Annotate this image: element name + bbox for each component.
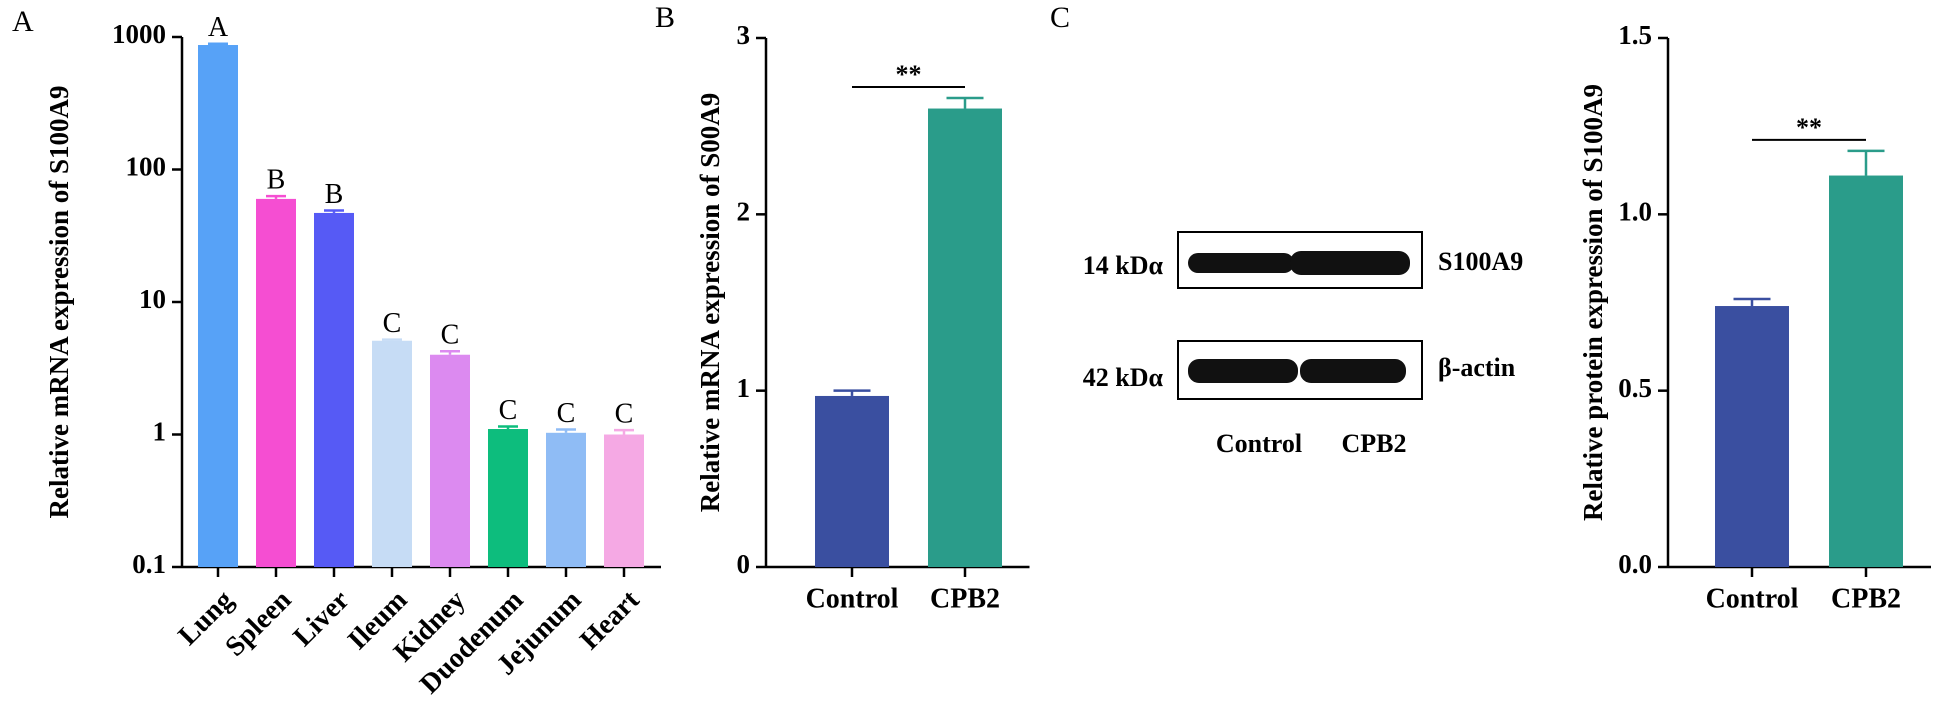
group-letter: C xyxy=(441,320,460,351)
y-axis-label: Relative protein expression of S100A9 xyxy=(1578,84,1608,521)
x-tick-label: Heart xyxy=(574,584,646,656)
bar xyxy=(314,212,354,568)
y-tick-label: 10 xyxy=(139,284,166,314)
group-letter: C xyxy=(383,308,402,339)
y-axis-label: Relative mRNA expression of S100A9 xyxy=(44,86,74,519)
blot-band xyxy=(1188,359,1298,383)
y-tick-label: 1000 xyxy=(112,19,166,49)
blot-lane: Control xyxy=(1216,429,1302,458)
y-tick-label: 3 xyxy=(737,20,751,50)
western-blot: 14 kDα 42 kDα S100A9 β-actin Control CPB… xyxy=(1083,231,1523,458)
bar xyxy=(256,198,296,567)
bar xyxy=(488,429,528,567)
bar xyxy=(604,434,644,567)
bar xyxy=(815,395,889,567)
bar xyxy=(928,108,1002,568)
y-tick-label: 1 xyxy=(737,373,751,403)
x-tick-label: Control xyxy=(1706,583,1799,614)
blot-protein: S100A9 xyxy=(1438,247,1523,276)
bar xyxy=(1715,306,1789,567)
bar xyxy=(198,45,238,568)
panel-label: C xyxy=(1050,1,1070,34)
panel-label: A xyxy=(12,5,34,38)
x-tick-label: CPB2 xyxy=(930,583,1000,614)
blot-protein: β-actin xyxy=(1438,353,1516,382)
x-tick-label: CPB2 xyxy=(1831,583,1901,614)
y-tick-label: 1.5 xyxy=(1618,20,1652,50)
significance-label: ** xyxy=(1796,113,1822,142)
y-tick-label: 0.0 xyxy=(1618,549,1652,579)
y-tick-label: 0.5 xyxy=(1618,373,1652,403)
bar xyxy=(546,432,586,567)
x-tick-label: Liver xyxy=(287,585,355,653)
y-tick-label: 1.0 xyxy=(1618,197,1652,227)
y-tick-label: 0 xyxy=(737,549,751,579)
y-tick-label: 100 xyxy=(126,152,167,182)
y-tick-label: 0.1 xyxy=(132,549,166,579)
x-tick-label: Spleen xyxy=(219,584,297,662)
blot-size: 42 kDα xyxy=(1083,363,1164,392)
panel-label: B xyxy=(655,1,675,34)
bar xyxy=(372,340,412,567)
group-letter: C xyxy=(557,398,576,429)
y-axis-label: Relative mRNA expression of S00A9 xyxy=(695,93,725,512)
bar xyxy=(1829,175,1903,568)
significance-label: ** xyxy=(896,60,922,89)
group-letter: C xyxy=(615,398,634,429)
blot-band xyxy=(1188,253,1294,273)
group-letter: B xyxy=(325,179,344,210)
x-tick-label: Control xyxy=(806,583,899,614)
blot-size: 14 kDα xyxy=(1083,251,1164,280)
blot-lane: CPB2 xyxy=(1342,429,1407,458)
y-tick-label: 1 xyxy=(153,417,167,447)
blot-band xyxy=(1290,251,1410,275)
group-letter: A xyxy=(208,12,229,43)
group-letter: B xyxy=(267,165,286,196)
y-tick-label: 2 xyxy=(737,197,751,227)
blot-band xyxy=(1300,359,1406,383)
bar xyxy=(430,354,470,567)
group-letter: C xyxy=(499,395,518,426)
